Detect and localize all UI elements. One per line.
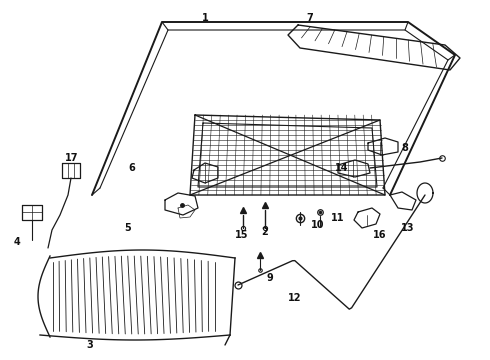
Text: 1: 1 (201, 13, 208, 23)
Text: 4: 4 (14, 237, 21, 247)
Text: 11: 11 (331, 213, 345, 223)
Text: 13: 13 (401, 223, 415, 233)
Text: 7: 7 (307, 13, 314, 23)
Text: 14: 14 (335, 163, 349, 173)
Text: 5: 5 (124, 223, 131, 233)
Text: 6: 6 (129, 163, 135, 173)
Text: 9: 9 (267, 273, 273, 283)
Text: 15: 15 (235, 230, 249, 240)
Text: 8: 8 (402, 143, 409, 153)
Text: 12: 12 (288, 293, 302, 303)
Text: 16: 16 (373, 230, 387, 240)
Text: 10: 10 (311, 220, 325, 230)
Text: 2: 2 (262, 227, 269, 237)
Text: 17: 17 (65, 153, 79, 163)
Text: 3: 3 (87, 340, 94, 350)
